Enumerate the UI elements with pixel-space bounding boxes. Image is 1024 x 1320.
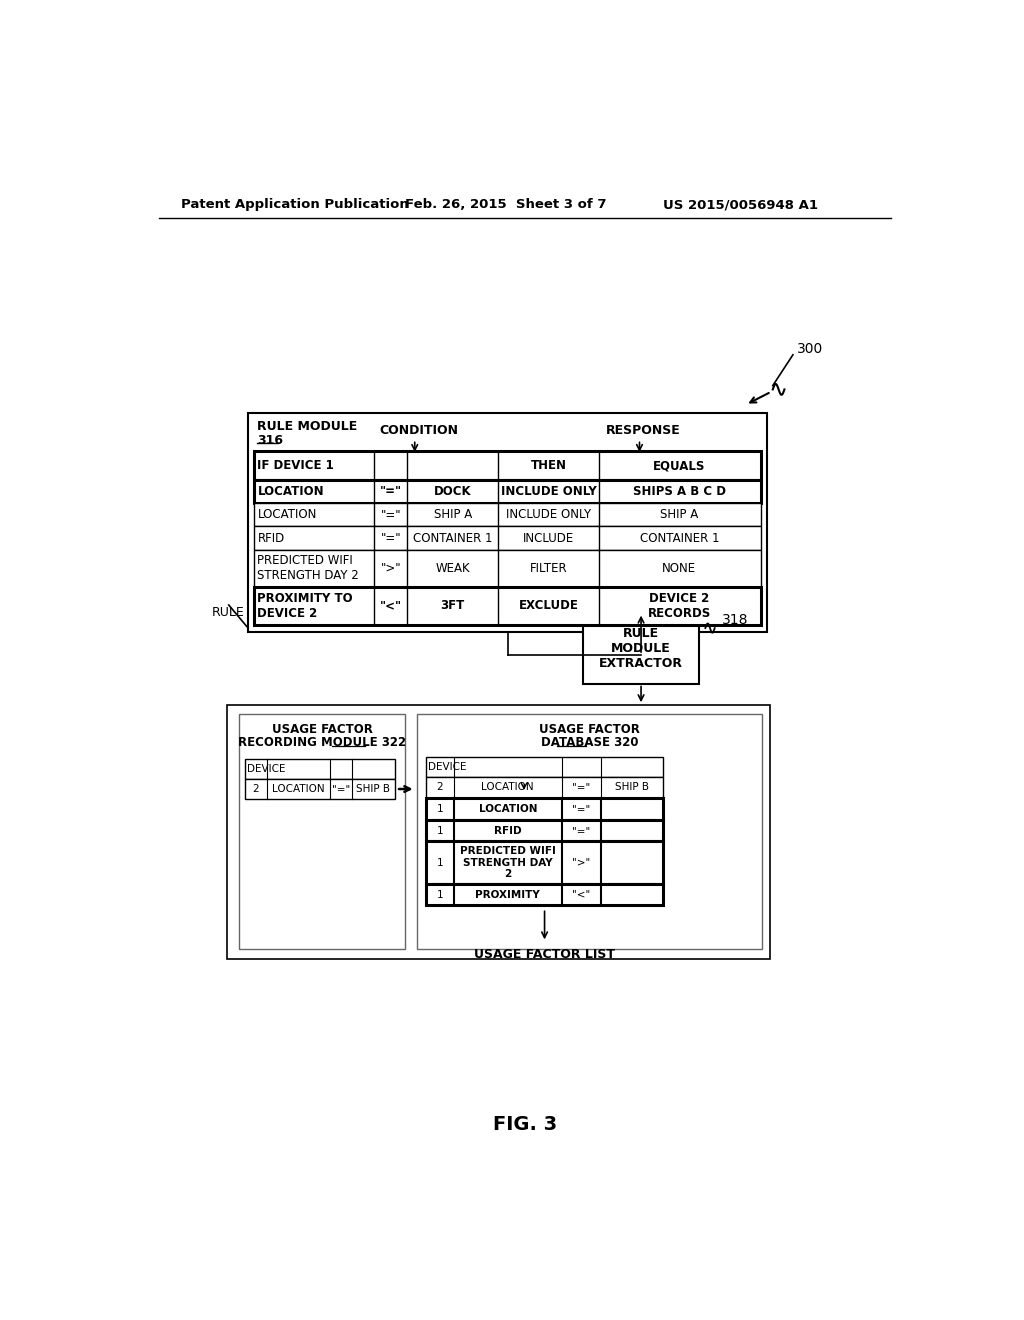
Text: INCLUDE ONLY: INCLUDE ONLY [501,486,597,499]
Text: EXCLUDE: EXCLUDE [519,599,579,612]
Text: "=": "=" [572,804,591,814]
Text: RFID: RFID [257,532,285,545]
FancyBboxPatch shape [426,776,663,799]
Text: 1: 1 [436,804,443,814]
FancyBboxPatch shape [426,841,663,884]
Text: RESPONSE: RESPONSE [606,425,681,437]
FancyBboxPatch shape [254,480,761,503]
Text: 1: 1 [436,890,443,899]
Text: PREDICTED WIFI
STRENGTH DAY
2: PREDICTED WIFI STRENGTH DAY 2 [460,846,556,879]
Text: LOCATION: LOCATION [478,804,537,814]
Text: PREDICTED WIFI
STRENGTH DAY 2: PREDICTED WIFI STRENGTH DAY 2 [257,554,359,582]
Text: THEN: THEN [530,459,567,473]
Text: "=": "=" [380,532,401,545]
Text: 1: 1 [436,825,443,836]
Text: RFID: RFID [494,825,521,836]
Text: FILTER: FILTER [530,561,567,574]
FancyBboxPatch shape [254,451,761,480]
Text: CONTAINER 1: CONTAINER 1 [640,532,719,545]
Text: SHIP B: SHIP B [356,784,390,795]
Text: SHIP A: SHIP A [660,508,698,521]
Text: "=": "=" [380,508,401,521]
Text: "=": "=" [572,825,591,836]
Text: DEVICE 2
RECORDS: DEVICE 2 RECORDS [648,591,711,620]
Text: LOCATION: LOCATION [272,784,325,795]
Text: NONE: NONE [663,561,696,574]
Text: "=": "=" [380,486,401,499]
Text: Feb. 26, 2015  Sheet 3 of 7: Feb. 26, 2015 Sheet 3 of 7 [406,198,607,211]
FancyBboxPatch shape [583,612,699,684]
Text: PROXIMITY: PROXIMITY [475,890,540,899]
Text: FIG. 3: FIG. 3 [493,1115,557,1134]
Text: 2: 2 [436,783,443,792]
Text: SHIP B: SHIP B [614,783,649,792]
FancyBboxPatch shape [245,759,394,779]
Text: CONDITION: CONDITION [379,425,458,437]
Text: SHIPS A B C D: SHIPS A B C D [633,486,726,499]
Text: RULE: RULE [212,606,245,619]
Text: US 2015/0056948 A1: US 2015/0056948 A1 [663,198,818,211]
Text: "<": "<" [572,890,591,899]
Text: WEAK: WEAK [435,561,470,574]
Text: ">": ">" [380,561,401,574]
Text: "<": "<" [380,599,401,612]
FancyBboxPatch shape [254,586,761,626]
Text: EQUALS: EQUALS [653,459,706,473]
FancyBboxPatch shape [227,705,770,960]
Text: USAGE FACTOR: USAGE FACTOR [539,723,640,737]
Text: LOCATION: LOCATION [481,783,535,792]
Text: INCLUDE: INCLUDE [523,532,574,545]
Text: DOCK: DOCK [434,486,471,499]
Text: "=": "=" [572,783,591,792]
FancyBboxPatch shape [254,503,761,527]
Text: DEVICE: DEVICE [247,764,285,774]
Text: INCLUDE ONLY: INCLUDE ONLY [506,508,592,521]
Text: "=": "=" [332,784,350,795]
Text: Patent Application Publication: Patent Application Publication [180,198,409,211]
Text: IF DEVICE 1: IF DEVICE 1 [257,459,334,473]
FancyBboxPatch shape [254,549,761,586]
Text: RULE
MODULE
EXTRACTOR: RULE MODULE EXTRACTOR [599,627,683,669]
Text: SHIP A: SHIP A [433,508,472,521]
Text: 1: 1 [436,858,443,867]
FancyBboxPatch shape [426,820,663,841]
Text: ">": ">" [572,858,591,867]
Text: CONTAINER 1: CONTAINER 1 [413,532,493,545]
Text: 300: 300 [797,342,823,356]
Text: RECORDING MODULE 322: RECORDING MODULE 322 [238,735,407,748]
Text: LOCATION: LOCATION [257,508,316,521]
FancyBboxPatch shape [426,799,663,820]
Text: 3FT: 3FT [440,599,465,612]
FancyBboxPatch shape [254,527,761,549]
FancyBboxPatch shape [248,412,767,632]
Text: LOCATION: LOCATION [257,486,324,499]
Text: 316: 316 [257,434,284,446]
FancyBboxPatch shape [239,714,406,949]
FancyBboxPatch shape [426,884,663,906]
FancyBboxPatch shape [426,756,663,776]
FancyBboxPatch shape [417,714,762,949]
Text: DEVICE: DEVICE [428,762,466,772]
Text: DATABASE 320: DATABASE 320 [541,735,638,748]
FancyBboxPatch shape [245,779,394,799]
Text: PROXIMITY TO
DEVICE 2: PROXIMITY TO DEVICE 2 [257,591,353,620]
Text: 2: 2 [253,784,259,795]
Text: USAGE FACTOR LIST: USAGE FACTOR LIST [474,948,615,961]
Text: RULE MODULE: RULE MODULE [257,420,357,433]
Text: 318: 318 [722,614,749,627]
Text: USAGE FACTOR: USAGE FACTOR [271,723,373,737]
